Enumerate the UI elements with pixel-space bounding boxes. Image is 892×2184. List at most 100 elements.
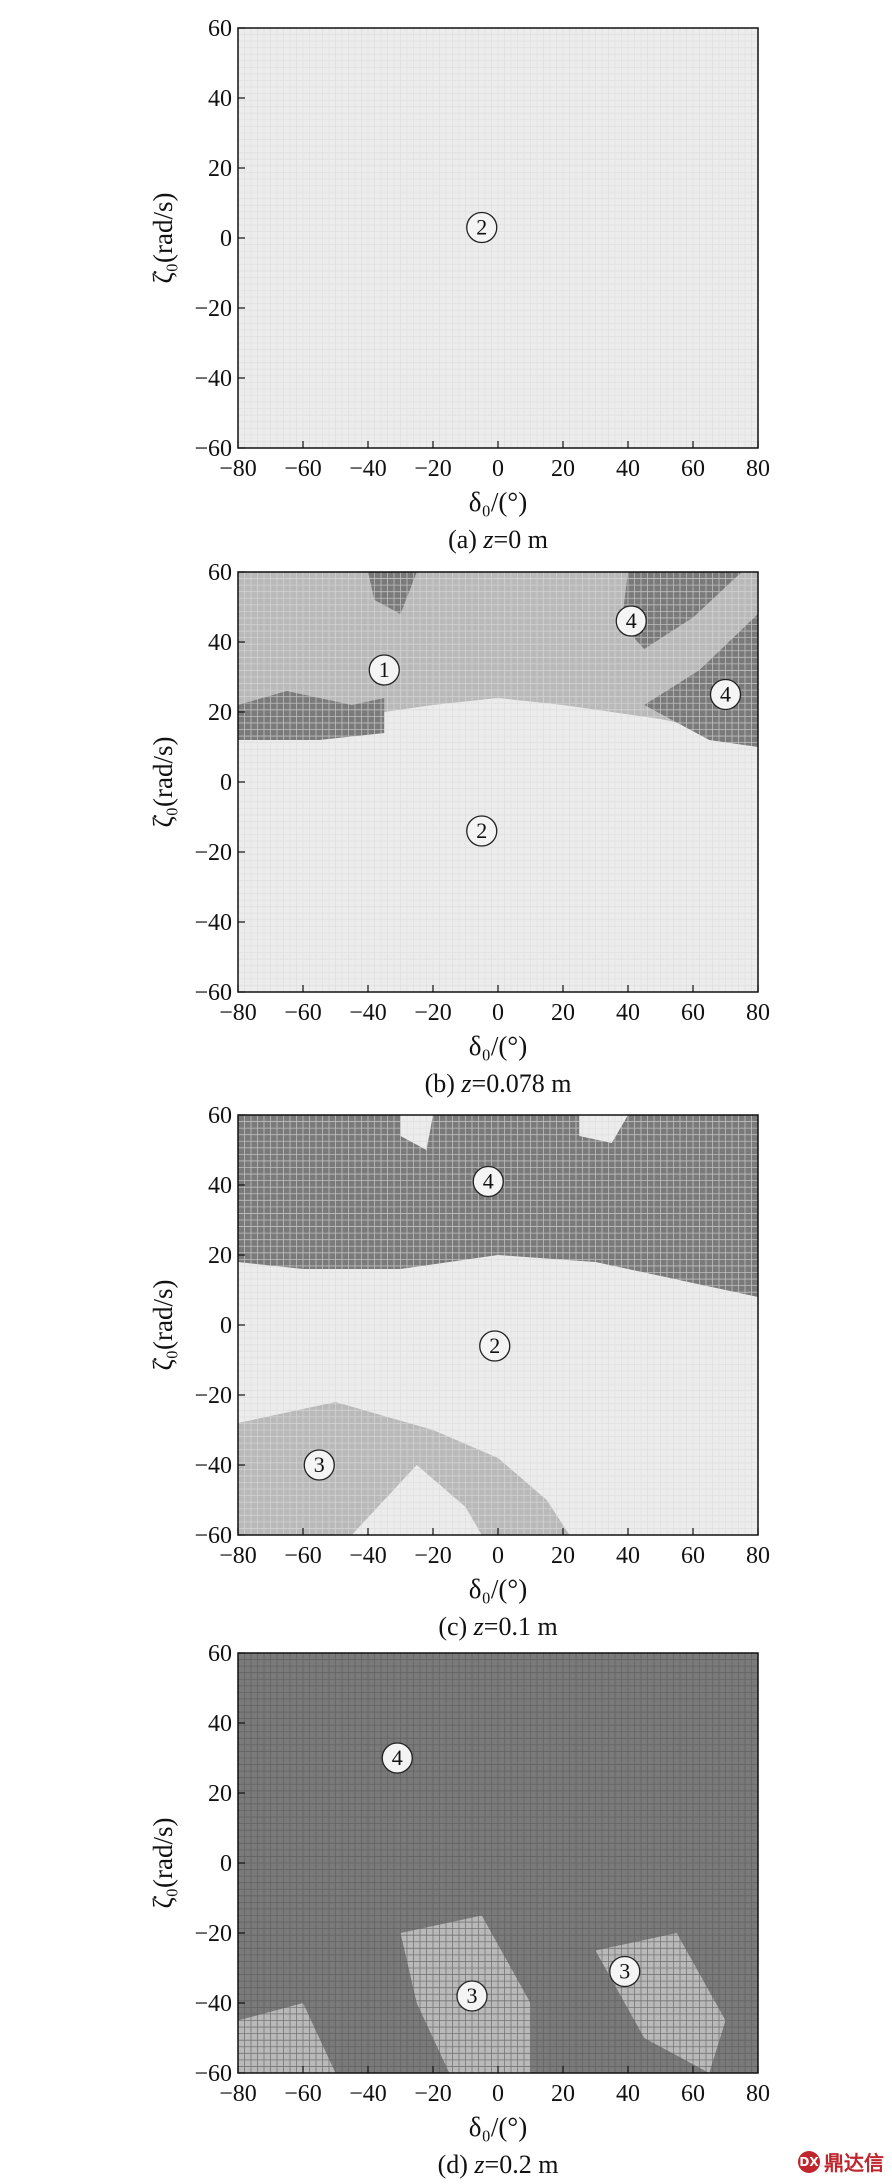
y-tick-label: −40 xyxy=(194,366,232,392)
y-tick-label: −40 xyxy=(194,1991,232,2017)
region-marker-circle xyxy=(472,1165,504,1198)
x-tick-label: 60 xyxy=(681,2081,705,2107)
y-tick-label: 60 xyxy=(208,1103,232,1129)
caption-variable: z xyxy=(460,1069,471,1098)
caption-value: =0.1 m xyxy=(484,1612,558,1641)
region-marker-circle xyxy=(456,1980,488,2012)
region-marker-label: 3 xyxy=(467,1983,478,2008)
grid-texture xyxy=(238,1653,758,2073)
y-tick-label: 40 xyxy=(208,630,232,656)
caption-variable: z xyxy=(473,1612,484,1641)
panel-a: −80 −60 −40 −20 0 20 40 60 806040200−20−40−60δ₀/… xyxy=(148,16,770,554)
x-tick-label: 20 xyxy=(551,2081,575,2107)
region-marker: 4 xyxy=(615,605,647,637)
caption-prefix: (a) xyxy=(448,525,483,554)
y-axis-label: ζ̇₀(rad/s) xyxy=(148,192,178,283)
region-marker-circle xyxy=(303,1449,335,1481)
y-tick-label: 60 xyxy=(208,1641,232,1667)
x-tick-label: 80 xyxy=(746,1543,770,1569)
region-marker-label: 1 xyxy=(379,657,390,682)
y-tick-label: 20 xyxy=(208,700,232,726)
caption-value: =0 m xyxy=(494,525,548,554)
region-marker-circle xyxy=(709,678,742,711)
panel-caption: (d) z=0.2 m xyxy=(438,2150,559,2179)
x-tick-label: −60 xyxy=(284,1543,322,1569)
region-marker-circle xyxy=(479,1330,511,1362)
region-marker-label: 3 xyxy=(619,1959,630,1984)
y-tick-label: 0 xyxy=(220,1313,232,1339)
y-tick-label: 0 xyxy=(220,1851,232,1877)
x-tick-label: −40 xyxy=(349,2081,387,2107)
x-tick-label: −60 xyxy=(284,456,322,482)
y-tick-label: −20 xyxy=(194,1383,232,1409)
x-tick-label: 0 xyxy=(492,1543,504,1569)
caption-prefix: (d) xyxy=(438,2150,475,2179)
basin-region xyxy=(238,1402,570,1535)
basin-region xyxy=(368,572,417,614)
panel-caption: (a) z=0 m xyxy=(448,525,548,554)
region-marker-label: 2 xyxy=(489,1333,500,1358)
region-marker-label: 4 xyxy=(720,682,731,707)
panel-d: −80 −60 −40 −20 0 20 40 60 806040200−20−40−60δ₀/… xyxy=(148,1641,770,2179)
y-tick-label: 40 xyxy=(208,1173,232,1199)
basin-region xyxy=(351,1465,482,1535)
y-tick-label: −60 xyxy=(194,436,232,462)
y-tick-label: 60 xyxy=(208,560,232,586)
x-tick-label: −20 xyxy=(414,1543,452,1569)
caption-value: =0.078 m xyxy=(472,1069,572,1098)
x-tick-label: 80 xyxy=(746,456,770,482)
x-tick-label: 20 xyxy=(551,1543,575,1569)
y-axis-label: ζ̇₀(rad/s) xyxy=(148,736,178,827)
y-tick-label: 40 xyxy=(208,86,232,112)
y-tick-label: −60 xyxy=(194,1523,232,1549)
x-tick-label: −60 xyxy=(284,2081,322,2107)
region-marker: 3 xyxy=(303,1449,335,1481)
region-marker-circle xyxy=(466,815,498,847)
caption-value: =0.2 m xyxy=(485,2150,559,2179)
basin-region xyxy=(579,1115,628,1143)
y-tick-label: 40 xyxy=(208,1711,232,1737)
x-tick-label: −40 xyxy=(349,456,387,482)
region-marker-circle xyxy=(609,1955,641,1988)
x-tick-label: −40 xyxy=(349,1000,387,1026)
y-tick-label: −40 xyxy=(194,910,232,936)
region-marker-label: 2 xyxy=(476,818,487,843)
region-marker-circle xyxy=(615,605,647,637)
region-marker: 2 xyxy=(466,815,498,847)
y-tick-label: 60 xyxy=(208,16,232,42)
region-marker: 1 xyxy=(368,654,400,686)
y-tick-label: −60 xyxy=(194,980,232,1006)
x-tick-label: 60 xyxy=(681,1000,705,1026)
region-marker-circle xyxy=(381,1742,413,1774)
panel-caption: (b) z=0.078 m xyxy=(425,1069,572,1098)
x-tick-label: −60 xyxy=(284,1000,322,1026)
region-marker-label: 4 xyxy=(392,1745,403,1770)
x-tick-label: 60 xyxy=(681,1543,705,1569)
x-axis-label: δ₀/(°) xyxy=(469,2112,527,2142)
basin-region xyxy=(621,572,742,649)
x-tick-label: −80 xyxy=(219,2081,257,2107)
y-tick-label: 20 xyxy=(208,1243,232,1269)
region-marker-label: 4 xyxy=(626,608,637,633)
x-tick-label: 0 xyxy=(492,456,504,482)
region-marker-circle xyxy=(368,654,400,686)
region-marker-label: 4 xyxy=(483,1169,494,1194)
region-marker: 4 xyxy=(472,1165,504,1198)
y-tick-label: −20 xyxy=(194,296,232,322)
y-tick-label: 0 xyxy=(220,226,232,252)
caption-variable: z xyxy=(482,525,493,554)
x-tick-label: 20 xyxy=(551,1000,575,1026)
x-tick-label: 20 xyxy=(551,456,575,482)
region-marker: 4 xyxy=(709,678,742,711)
caption-variable: z xyxy=(473,2150,484,2179)
y-axis-label: ζ̇₀(rad/s) xyxy=(148,1279,178,1370)
y-tick-label: 0 xyxy=(220,770,232,796)
panel-caption: (c) z=0.1 m xyxy=(438,1612,557,1641)
grid-texture xyxy=(238,572,758,992)
y-tick-label: 20 xyxy=(208,1781,232,1807)
x-tick-label: 40 xyxy=(616,456,640,482)
x-tick-label: 80 xyxy=(746,2081,770,2107)
x-tick-label: −40 xyxy=(349,1543,387,1569)
panel-b: −80 −60 −40 −20 0 20 40 60 806040200−20−40−60δ₀/… xyxy=(148,560,770,1098)
